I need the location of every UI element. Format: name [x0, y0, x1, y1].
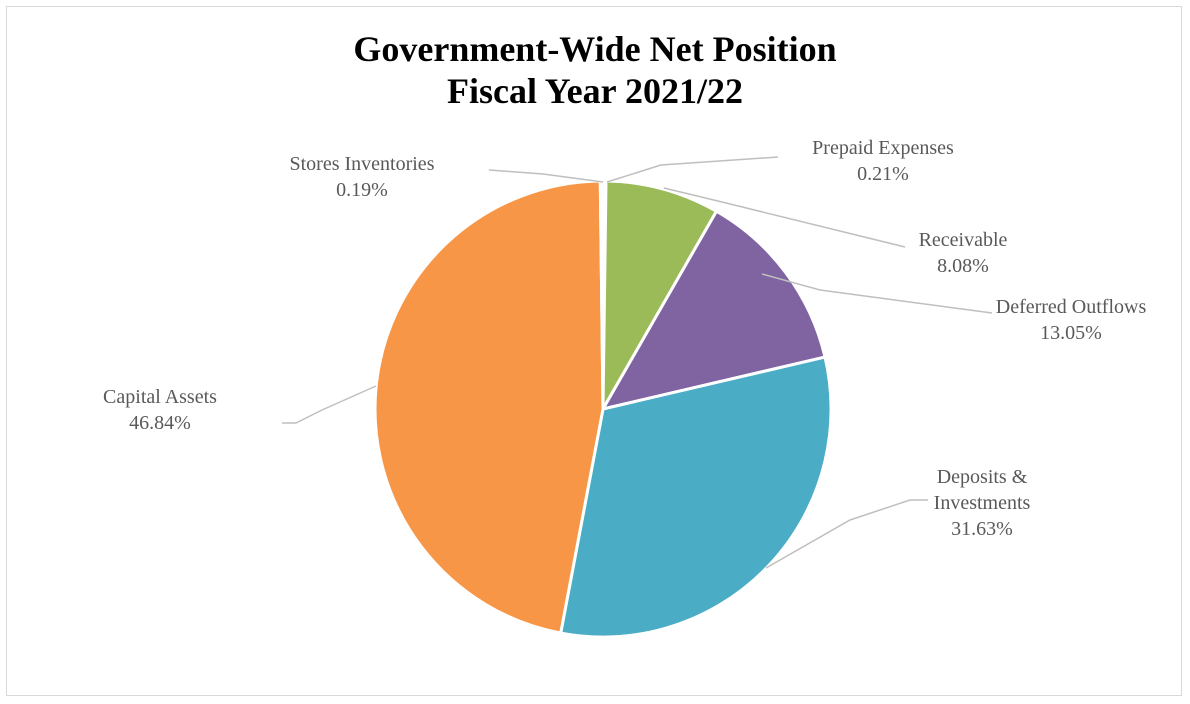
chart-subtitle: Fiscal Year 2021/22 [447, 71, 743, 111]
data-label-name-deposits-investments: Investments [934, 492, 1031, 514]
data-label-value-capital-assets: 46.84% [129, 412, 191, 434]
data-label-name-deferred-outflows: Deferred Outflows [996, 296, 1147, 318]
data-label-name-prepaid-expenses: Prepaid Expenses [812, 137, 954, 159]
data-label-value-receivable: 8.08% [937, 255, 989, 277]
data-label-name-receivable: Receivable [919, 229, 1008, 251]
data-label-value-deposits-investments: 31.63% [951, 518, 1013, 540]
data-label-value-deferred-outflows: 13.05% [1040, 322, 1102, 344]
leader-line-stores-inventories [488, 169, 604, 183]
chart-title-block: Government-Wide Net Position Fiscal Year… [0, 28, 1190, 112]
leader-line-prepaid-expenses [606, 156, 779, 183]
leader-line-deferred-outflows [761, 273, 993, 314]
pie-slice-deferred-outflows [601, 209, 827, 411]
data-label-value-stores-inventories: 0.19% [336, 179, 388, 201]
chart-title: Government-Wide Net Position [353, 29, 837, 69]
data-label-name-stores-inventories: Stores Inventories [290, 153, 435, 175]
data-label-value-prepaid-expenses: 0.21% [857, 163, 909, 185]
data-label-name-capital-assets: Capital Assets [103, 386, 217, 408]
leader-line-capital-assets [282, 385, 377, 424]
pie-slice-capital-assets [373, 179, 605, 635]
data-label-name-deposits-investments: Deposits & [937, 466, 1028, 488]
leader-line-deposits-investments [765, 499, 928, 569]
leader-line-receivable [663, 187, 906, 248]
